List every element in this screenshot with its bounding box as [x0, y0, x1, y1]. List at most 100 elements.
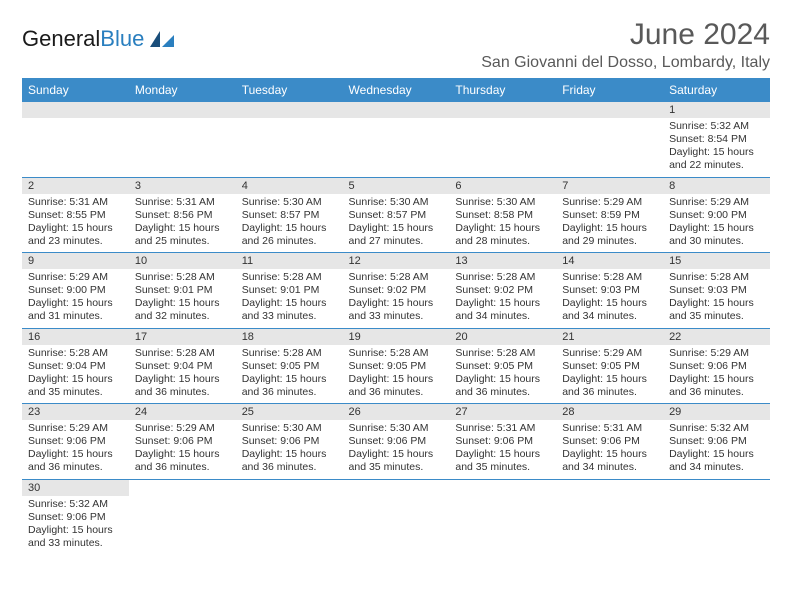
calendar-day-cell: 27Sunrise: 5:31 AMSunset: 9:06 PMDayligh…: [449, 404, 556, 480]
day-number: 13: [449, 253, 556, 269]
calendar-day-cell: 19Sunrise: 5:28 AMSunset: 9:05 PMDayligh…: [343, 328, 450, 404]
day-number: 20: [449, 329, 556, 345]
day-number: 25: [236, 404, 343, 420]
calendar-day-cell: 8Sunrise: 5:29 AMSunset: 9:00 PMDaylight…: [663, 177, 770, 253]
calendar-day-cell: 2Sunrise: 5:31 AMSunset: 8:55 PMDaylight…: [22, 177, 129, 253]
day-header: Monday: [129, 78, 236, 102]
day-number: 29: [663, 404, 770, 420]
day-number: 7: [556, 178, 663, 194]
calendar-day-cell: 15Sunrise: 5:28 AMSunset: 9:03 PMDayligh…: [663, 253, 770, 329]
day-number: 9: [22, 253, 129, 269]
day-details: Sunrise: 5:31 AMSunset: 8:56 PMDaylight:…: [129, 194, 236, 253]
calendar-day-cell: [129, 102, 236, 177]
calendar-day-cell: 22Sunrise: 5:29 AMSunset: 9:06 PMDayligh…: [663, 328, 770, 404]
day-details: Sunrise: 5:29 AMSunset: 8:59 PMDaylight:…: [556, 194, 663, 253]
day-details: Sunrise: 5:29 AMSunset: 9:00 PMDaylight:…: [663, 194, 770, 253]
calendar-day-cell: 23Sunrise: 5:29 AMSunset: 9:06 PMDayligh…: [22, 404, 129, 480]
day-number-empty: [449, 102, 556, 118]
day-number: 2: [22, 178, 129, 194]
calendar-day-cell: [449, 102, 556, 177]
day-number-empty: [236, 102, 343, 118]
calendar-week-row: 9Sunrise: 5:29 AMSunset: 9:00 PMDaylight…: [22, 253, 770, 329]
day-number: 3: [129, 178, 236, 194]
day-number: 30: [22, 480, 129, 496]
calendar-day-cell: 7Sunrise: 5:29 AMSunset: 8:59 PMDaylight…: [556, 177, 663, 253]
day-details: Sunrise: 5:31 AMSunset: 9:06 PMDaylight:…: [449, 420, 556, 479]
logo-text-general: General: [22, 26, 100, 52]
day-number-empty: [129, 102, 236, 118]
day-details: Sunrise: 5:30 AMSunset: 8:57 PMDaylight:…: [236, 194, 343, 253]
day-details: Sunrise: 5:28 AMSunset: 9:03 PMDaylight:…: [663, 269, 770, 328]
calendar-week-row: 1Sunrise: 5:32 AMSunset: 8:54 PMDaylight…: [22, 102, 770, 177]
calendar-week-row: 2Sunrise: 5:31 AMSunset: 8:55 PMDaylight…: [22, 177, 770, 253]
day-details: Sunrise: 5:28 AMSunset: 9:02 PMDaylight:…: [449, 269, 556, 328]
day-details: Sunrise: 5:29 AMSunset: 9:06 PMDaylight:…: [663, 345, 770, 404]
calendar-day-cell: 14Sunrise: 5:28 AMSunset: 9:03 PMDayligh…: [556, 253, 663, 329]
calendar-day-cell: 12Sunrise: 5:28 AMSunset: 9:02 PMDayligh…: [343, 253, 450, 329]
day-details: Sunrise: 5:28 AMSunset: 9:01 PMDaylight:…: [129, 269, 236, 328]
day-number: 21: [556, 329, 663, 345]
calendar-day-cell: [663, 479, 770, 554]
day-header-row: Sunday Monday Tuesday Wednesday Thursday…: [22, 78, 770, 102]
day-details: Sunrise: 5:29 AMSunset: 9:06 PMDaylight:…: [22, 420, 129, 479]
calendar-day-cell: 11Sunrise: 5:28 AMSunset: 9:01 PMDayligh…: [236, 253, 343, 329]
title-block: June 2024 San Giovanni del Dosso, Lombar…: [481, 18, 770, 72]
day-details: Sunrise: 5:28 AMSunset: 9:05 PMDaylight:…: [236, 345, 343, 404]
day-number: 1: [663, 102, 770, 118]
calendar-day-cell: 3Sunrise: 5:31 AMSunset: 8:56 PMDaylight…: [129, 177, 236, 253]
day-details: Sunrise: 5:30 AMSunset: 9:06 PMDaylight:…: [236, 420, 343, 479]
calendar-day-cell: 4Sunrise: 5:30 AMSunset: 8:57 PMDaylight…: [236, 177, 343, 253]
calendar-day-cell: 9Sunrise: 5:29 AMSunset: 9:00 PMDaylight…: [22, 253, 129, 329]
calendar-day-cell: 5Sunrise: 5:30 AMSunset: 8:57 PMDaylight…: [343, 177, 450, 253]
day-header: Friday: [556, 78, 663, 102]
day-number: 24: [129, 404, 236, 420]
calendar-day-cell: 20Sunrise: 5:28 AMSunset: 9:05 PMDayligh…: [449, 328, 556, 404]
day-details: Sunrise: 5:29 AMSunset: 9:05 PMDaylight:…: [556, 345, 663, 404]
calendar-week-row: 16Sunrise: 5:28 AMSunset: 9:04 PMDayligh…: [22, 328, 770, 404]
calendar-day-cell: 10Sunrise: 5:28 AMSunset: 9:01 PMDayligh…: [129, 253, 236, 329]
logo-text-blue: Blue: [100, 26, 144, 52]
day-number: 14: [556, 253, 663, 269]
calendar-day-cell: [343, 479, 450, 554]
calendar-day-cell: 30Sunrise: 5:32 AMSunset: 9:06 PMDayligh…: [22, 479, 129, 554]
day-number-empty: [343, 102, 450, 118]
day-details: Sunrise: 5:32 AMSunset: 9:06 PMDaylight:…: [22, 496, 129, 555]
calendar-body: 1Sunrise: 5:32 AMSunset: 8:54 PMDaylight…: [22, 102, 770, 554]
day-number: 8: [663, 178, 770, 194]
day-header: Saturday: [663, 78, 770, 102]
day-header: Sunday: [22, 78, 129, 102]
day-details: Sunrise: 5:29 AMSunset: 9:06 PMDaylight:…: [129, 420, 236, 479]
calendar-week-row: 23Sunrise: 5:29 AMSunset: 9:06 PMDayligh…: [22, 404, 770, 480]
day-details: Sunrise: 5:28 AMSunset: 9:05 PMDaylight:…: [343, 345, 450, 404]
day-details: Sunrise: 5:32 AMSunset: 9:06 PMDaylight:…: [663, 420, 770, 479]
calendar-table: Sunday Monday Tuesday Wednesday Thursday…: [22, 78, 770, 554]
day-details: Sunrise: 5:31 AMSunset: 9:06 PMDaylight:…: [556, 420, 663, 479]
day-number: 28: [556, 404, 663, 420]
calendar-day-cell: [129, 479, 236, 554]
day-details: Sunrise: 5:28 AMSunset: 9:04 PMDaylight:…: [129, 345, 236, 404]
day-number: 26: [343, 404, 450, 420]
calendar-day-cell: [236, 479, 343, 554]
day-details: Sunrise: 5:32 AMSunset: 8:54 PMDaylight:…: [663, 118, 770, 177]
calendar-day-cell: [343, 102, 450, 177]
calendar-day-cell: 21Sunrise: 5:29 AMSunset: 9:05 PMDayligh…: [556, 328, 663, 404]
day-header: Thursday: [449, 78, 556, 102]
day-details: Sunrise: 5:31 AMSunset: 8:55 PMDaylight:…: [22, 194, 129, 253]
day-details: Sunrise: 5:28 AMSunset: 9:01 PMDaylight:…: [236, 269, 343, 328]
day-number: 17: [129, 329, 236, 345]
day-number: 19: [343, 329, 450, 345]
day-details: Sunrise: 5:30 AMSunset: 8:57 PMDaylight:…: [343, 194, 450, 253]
day-details: Sunrise: 5:28 AMSunset: 9:03 PMDaylight:…: [556, 269, 663, 328]
calendar-day-cell: 25Sunrise: 5:30 AMSunset: 9:06 PMDayligh…: [236, 404, 343, 480]
calendar-day-cell: [449, 479, 556, 554]
calendar-week-row: 30Sunrise: 5:32 AMSunset: 9:06 PMDayligh…: [22, 479, 770, 554]
day-details: Sunrise: 5:29 AMSunset: 9:00 PMDaylight:…: [22, 269, 129, 328]
calendar-day-cell: 6Sunrise: 5:30 AMSunset: 8:58 PMDaylight…: [449, 177, 556, 253]
day-number: 11: [236, 253, 343, 269]
month-title: June 2024: [481, 18, 770, 52]
calendar-day-cell: 26Sunrise: 5:30 AMSunset: 9:06 PMDayligh…: [343, 404, 450, 480]
day-number: 12: [343, 253, 450, 269]
calendar-day-cell: 1Sunrise: 5:32 AMSunset: 8:54 PMDaylight…: [663, 102, 770, 177]
logo: GeneralBlue: [22, 18, 176, 52]
calendar-day-cell: [236, 102, 343, 177]
